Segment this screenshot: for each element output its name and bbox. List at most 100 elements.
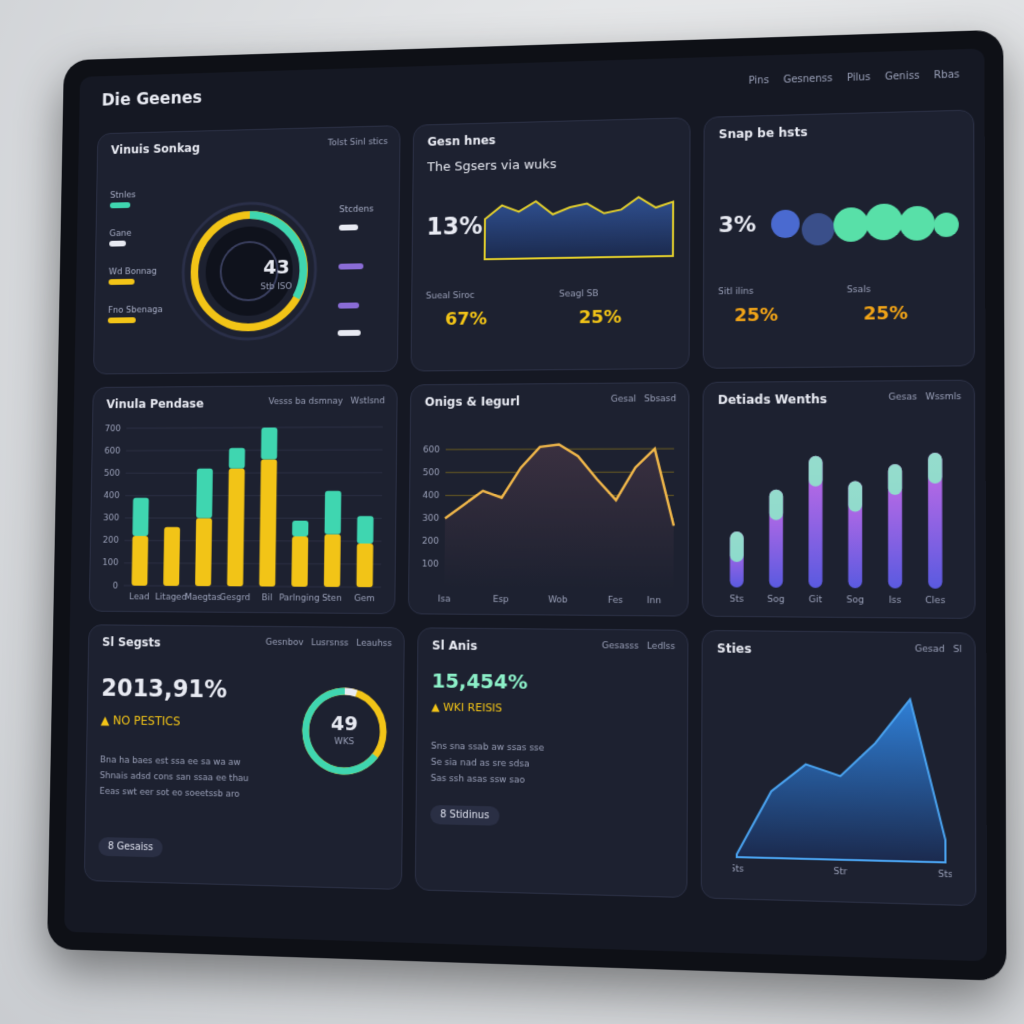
nav-item[interactable]: Gesnenss	[783, 73, 833, 86]
y-tick-label: 700	[105, 424, 121, 434]
dashboard: Die Geenes Pins Gesnenss Pilus Geniss Rbas V…	[64, 48, 988, 962]
area-panel: Sties Gesad Sl Sts Str Sts	[700, 629, 977, 907]
filter[interactable]: Gesal	[610, 394, 637, 405]
x-tick-label: Bil	[262, 593, 273, 603]
bar-segment	[291, 536, 309, 587]
alert-text: WKI REISIS	[443, 700, 503, 715]
filter[interactable]: Ledlss	[646, 641, 676, 653]
button[interactable]: 8 Gesaiss	[98, 837, 163, 858]
y-tick-label: 100	[422, 560, 439, 570]
grid-line	[124, 541, 381, 542]
line-chart: 100 200 300 400 500 600 Isa Esp Wob Fes Inn	[422, 417, 680, 606]
filter[interactable]: Lusrsnss	[311, 638, 349, 649]
stat-label: Ssals	[846, 284, 871, 296]
alert-text: NO PESTICS	[112, 713, 181, 729]
alert: ▲ WKI REISIS	[431, 700, 503, 715]
filter[interactable]: Gesasss	[601, 641, 639, 652]
area-chart: Sts Str Sts	[733, 672, 952, 880]
x-tick-label: Esp	[493, 594, 509, 604]
x-tick-label: Litaged	[155, 592, 187, 602]
dots-decoration	[771, 203, 959, 246]
filter[interactable]: Wssmls	[925, 392, 962, 403]
heading: The Sgsers via wuks	[427, 157, 557, 176]
filter[interactable]: Gesas	[888, 392, 918, 403]
panel-title: Sl Segsts	[102, 635, 161, 650]
kpi-value: 13%	[426, 212, 483, 241]
x-tick-label: Sts	[733, 863, 745, 874]
bar-cap	[928, 452, 943, 484]
filter[interactable]: Gesad	[914, 644, 945, 656]
nav-item[interactable]: Geniss	[884, 70, 920, 83]
filters: Gesad Sl	[907, 644, 962, 655]
panel-title: Snap be hsts	[718, 125, 808, 142]
nav-item[interactable]: Rbas	[933, 69, 960, 82]
nav-item[interactable]: Pins	[748, 75, 770, 87]
bar-cap	[848, 481, 863, 512]
filter[interactable]: Sbsasd	[644, 394, 677, 405]
bar-segment	[163, 527, 181, 586]
gauge-value: 43	[263, 254, 290, 279]
x-tick-label: Parlnging	[279, 593, 319, 603]
gauge-caption: Stb ISO	[260, 282, 293, 293]
panel-title: Vinula Pendase	[106, 396, 204, 412]
x-tick-label: Gesgrd	[220, 592, 251, 602]
y-tick-label: 200	[103, 536, 119, 546]
filter[interactable]: Leauhss	[356, 638, 393, 650]
bar-cap	[729, 531, 744, 563]
gauge-value: 49	[330, 710, 359, 736]
filter[interactable]: Sl	[953, 644, 962, 656]
x-tick-label: Str	[834, 866, 848, 877]
grid-line	[126, 473, 383, 474]
stat-label: Seagl SB	[559, 289, 599, 300]
line-fill	[444, 444, 675, 590]
bar-segment	[356, 543, 374, 588]
bar-segment	[260, 427, 278, 460]
y-tick-label: 600	[423, 445, 440, 455]
x-tick-label: Sten	[322, 593, 342, 603]
text-block: Sns sna ssab aw ssas sse Se sia nad as sr…	[431, 739, 545, 790]
x-tick-label: Gem	[354, 593, 375, 603]
panel-title: Detiads Wenths	[717, 392, 828, 407]
y-tick-label: 200	[422, 537, 439, 547]
bar-segment	[227, 468, 245, 587]
y-tick-label: 500	[423, 468, 440, 478]
filter[interactable]: Gesnbov	[265, 637, 304, 649]
panel-title: Gesn hnes	[427, 133, 496, 149]
grid-line	[126, 450, 382, 451]
x-tick-label: Cles	[925, 595, 945, 606]
stat-value: 25%	[734, 304, 779, 327]
y-tick-label: 300	[103, 514, 119, 524]
bar-segment	[356, 516, 374, 544]
wave-chart	[481, 180, 680, 263]
x-tick-label: Sts	[730, 594, 745, 605]
wave-panel: Gesn hnes The Sgsers via wuks 13% Sueal …	[410, 117, 691, 372]
gauge-decoration	[107, 173, 364, 362]
dots-panel: Snap be hsts 3% Sitl ilins 25% Ssals 25%	[702, 109, 975, 369]
text-line: Eeas swt eer sot eo soeetssb aro	[99, 786, 240, 800]
y-tick-label: 400	[104, 491, 120, 501]
line-panel: Onigs & Iegurl Gesal Sbsasd 100 200 300 400 5…	[407, 382, 690, 617]
bar-panel: Vinula Pendase Vesss ba dsmnay Wstlsnd 0 1…	[88, 384, 398, 615]
x-tick-label: Sts	[938, 869, 952, 880]
filter[interactable]: Vesss ba dsmnay	[268, 396, 343, 408]
bar-segment	[259, 459, 278, 587]
grid-line	[124, 563, 381, 564]
kpi-panel: Sl Segsts Gesnbov Lusrsnss Leauhss 2013,91…	[83, 624, 405, 890]
panel-title: Vinuis Sonkag	[110, 141, 201, 157]
bar-cap	[808, 455, 823, 487]
grid-line	[124, 586, 381, 588]
filters: Gesasss Ledlss	[594, 641, 676, 653]
kpi-value: 15,454%	[431, 668, 528, 694]
button[interactable]: 8 Stidinus	[430, 804, 500, 826]
x-tick-label: Git	[809, 594, 823, 605]
nav: Pins Gesnenss Pilus Geniss Rbas	[734, 69, 960, 87]
kpi-value: 2013,91%	[101, 674, 228, 704]
kpi-value: 3%	[718, 212, 757, 239]
bar-segment	[195, 518, 213, 587]
x-tick-label: Isa	[438, 594, 451, 604]
filter[interactable]: Wstlsnd	[350, 396, 386, 407]
stat-label: Sueal Siroc	[425, 290, 475, 302]
legend: Tolst Sinl stics	[327, 137, 388, 149]
grid-line	[126, 427, 382, 428]
nav-item[interactable]: Pilus	[846, 72, 871, 84]
